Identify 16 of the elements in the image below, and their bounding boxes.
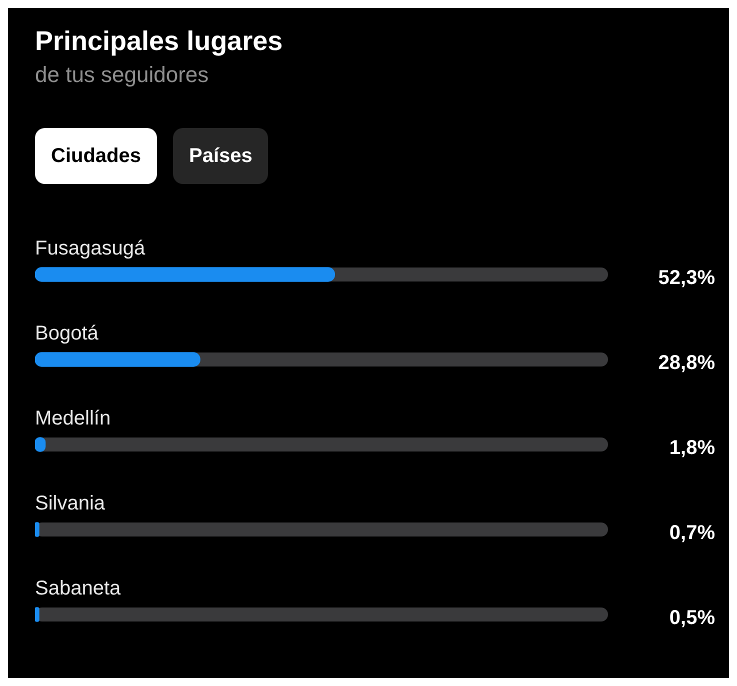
- y-tick-label: Silvania: [35, 492, 106, 514]
- text: Países: [173, 128, 268, 184]
- y-tick-label: Sabaneta: [35, 578, 122, 600]
- data-label: 52,3%: [658, 267, 716, 290]
- bar: [35, 607, 40, 622]
- bar: [35, 522, 40, 537]
- chart-subtitle: de tus seguidores: [35, 62, 209, 88]
- text: Ciudades: [35, 128, 158, 184]
- y-tick-label: Fusagasugá: [35, 238, 146, 260]
- data-label: 1,8%: [669, 437, 716, 460]
- data-label: 28,8%: [658, 352, 716, 374]
- data-label: 0,7%: [669, 522, 716, 544]
- y-tick-label: Bogotá: [35, 322, 100, 344]
- y-tick-label: Medellín: [35, 408, 111, 430]
- chart-title: Principales lugares: [35, 26, 283, 57]
- data-label: 0,5%: [669, 607, 716, 630]
